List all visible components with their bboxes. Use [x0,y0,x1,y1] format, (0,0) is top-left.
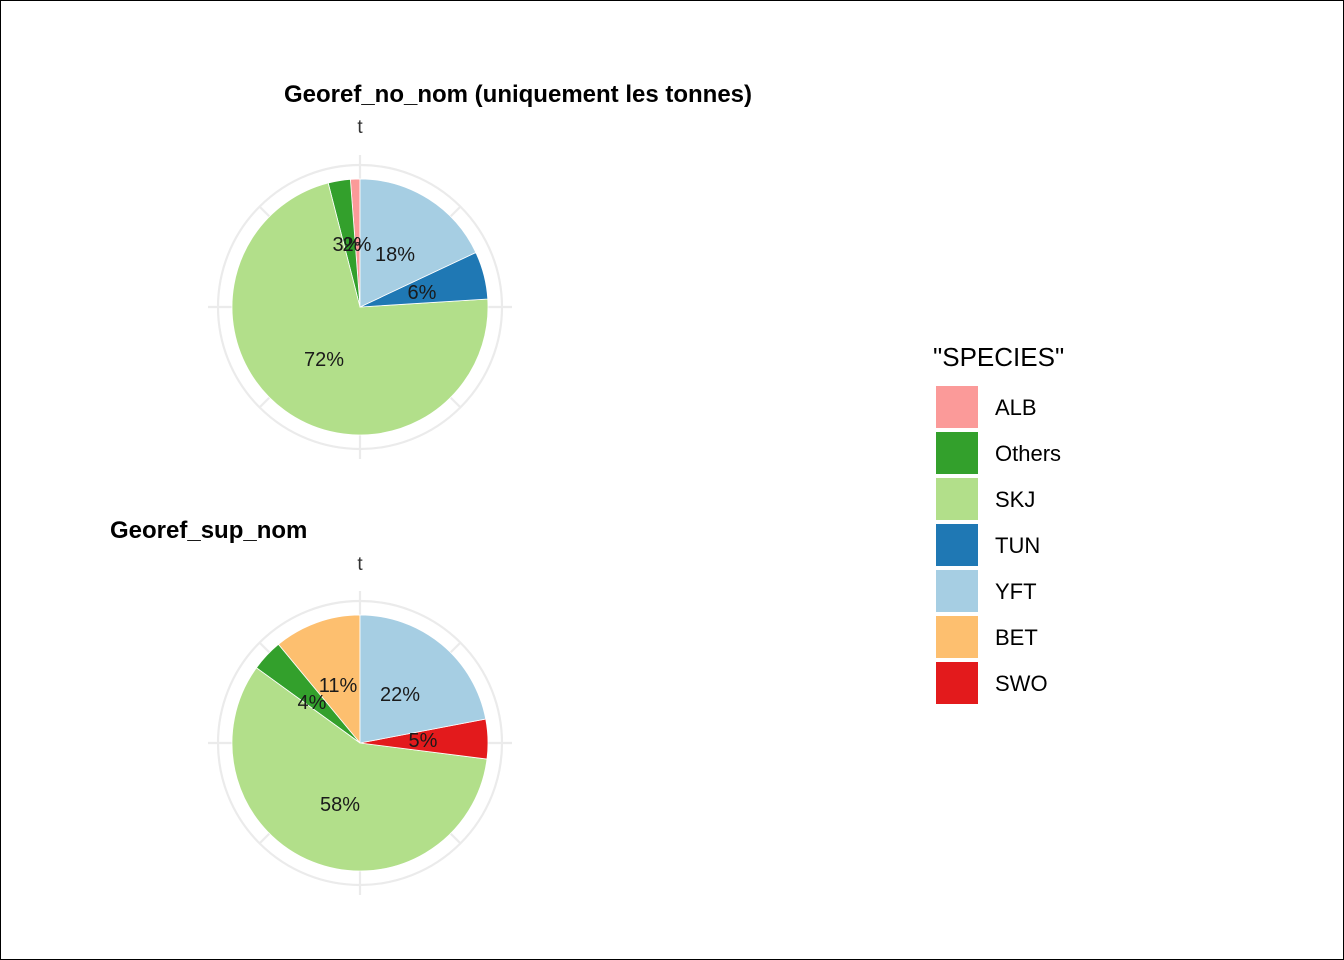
pie-1-label-others: 3% [333,234,362,256]
legend-key-others [934,430,980,476]
pie-chart-2: Georef_sup_nom t 11% 22% 4% 5% 58% [110,517,512,895]
pie-chart-1: Georef_no_nom (uniquement les tonnes) t … [208,81,752,459]
pie-1-label-tun: 6% [408,282,437,304]
legend-key-swo [934,660,980,706]
pie-2-label-swo: 5% [409,730,438,752]
legend-label-alb: ALB [995,395,1037,420]
pie-2-label-yft: 22% [380,684,420,706]
pie-2-title: Georef_sup_nom [110,517,307,544]
pie-1-slice-skj [231,182,489,436]
legend-label-yft: YFT [995,579,1037,604]
legend-items: ALB Others SKJ TUN YFT BET SWO [934,384,1061,706]
legend-label-bet: BET [995,625,1038,650]
pie-2-slice-skj [231,667,488,872]
pie-2-label-others: 4% [298,692,327,714]
legend-key-bet [934,614,980,660]
pie-1-axis-label: t [357,117,363,138]
pie-1-label-yft: 18% [375,244,415,266]
pie-1-title: Georef_no_nom (uniquement les tonnes) [284,81,752,108]
pie-1-labels: 3% 2% 18% 6% 72% [304,234,437,371]
pie-2-labels: 11% 22% 4% 5% 58% [298,675,438,816]
pie-2-axis-label: t [357,554,363,575]
legend-label-swo: SWO [995,671,1048,696]
pie-2-label-bet: 11% [319,675,358,697]
pie-1-slice-yft [359,178,477,308]
legend-key-alb [934,384,980,430]
legend-key-tun [934,522,980,568]
pie-1-slices [231,178,489,436]
legend-title: "SPECIES" [933,342,1064,372]
pie-2-slice-bet [277,614,361,745]
pie-2-slices [231,614,489,872]
legend: "SPECIES" ALB Others SKJ TUN YFT BET SWO [933,342,1064,706]
pie-1-label-alb: 2% [343,234,372,256]
pie-1-label-skj: 72% [304,349,344,371]
pie-2-label-skj: 58% [320,794,360,816]
legend-label-tun: TUN [995,533,1040,558]
pie-2-slice-yft [359,614,487,744]
legend-key-yft [934,568,980,614]
legend-label-others: Others [995,441,1061,466]
legend-label-skj: SKJ [995,487,1035,512]
legend-key-skj [934,476,980,522]
